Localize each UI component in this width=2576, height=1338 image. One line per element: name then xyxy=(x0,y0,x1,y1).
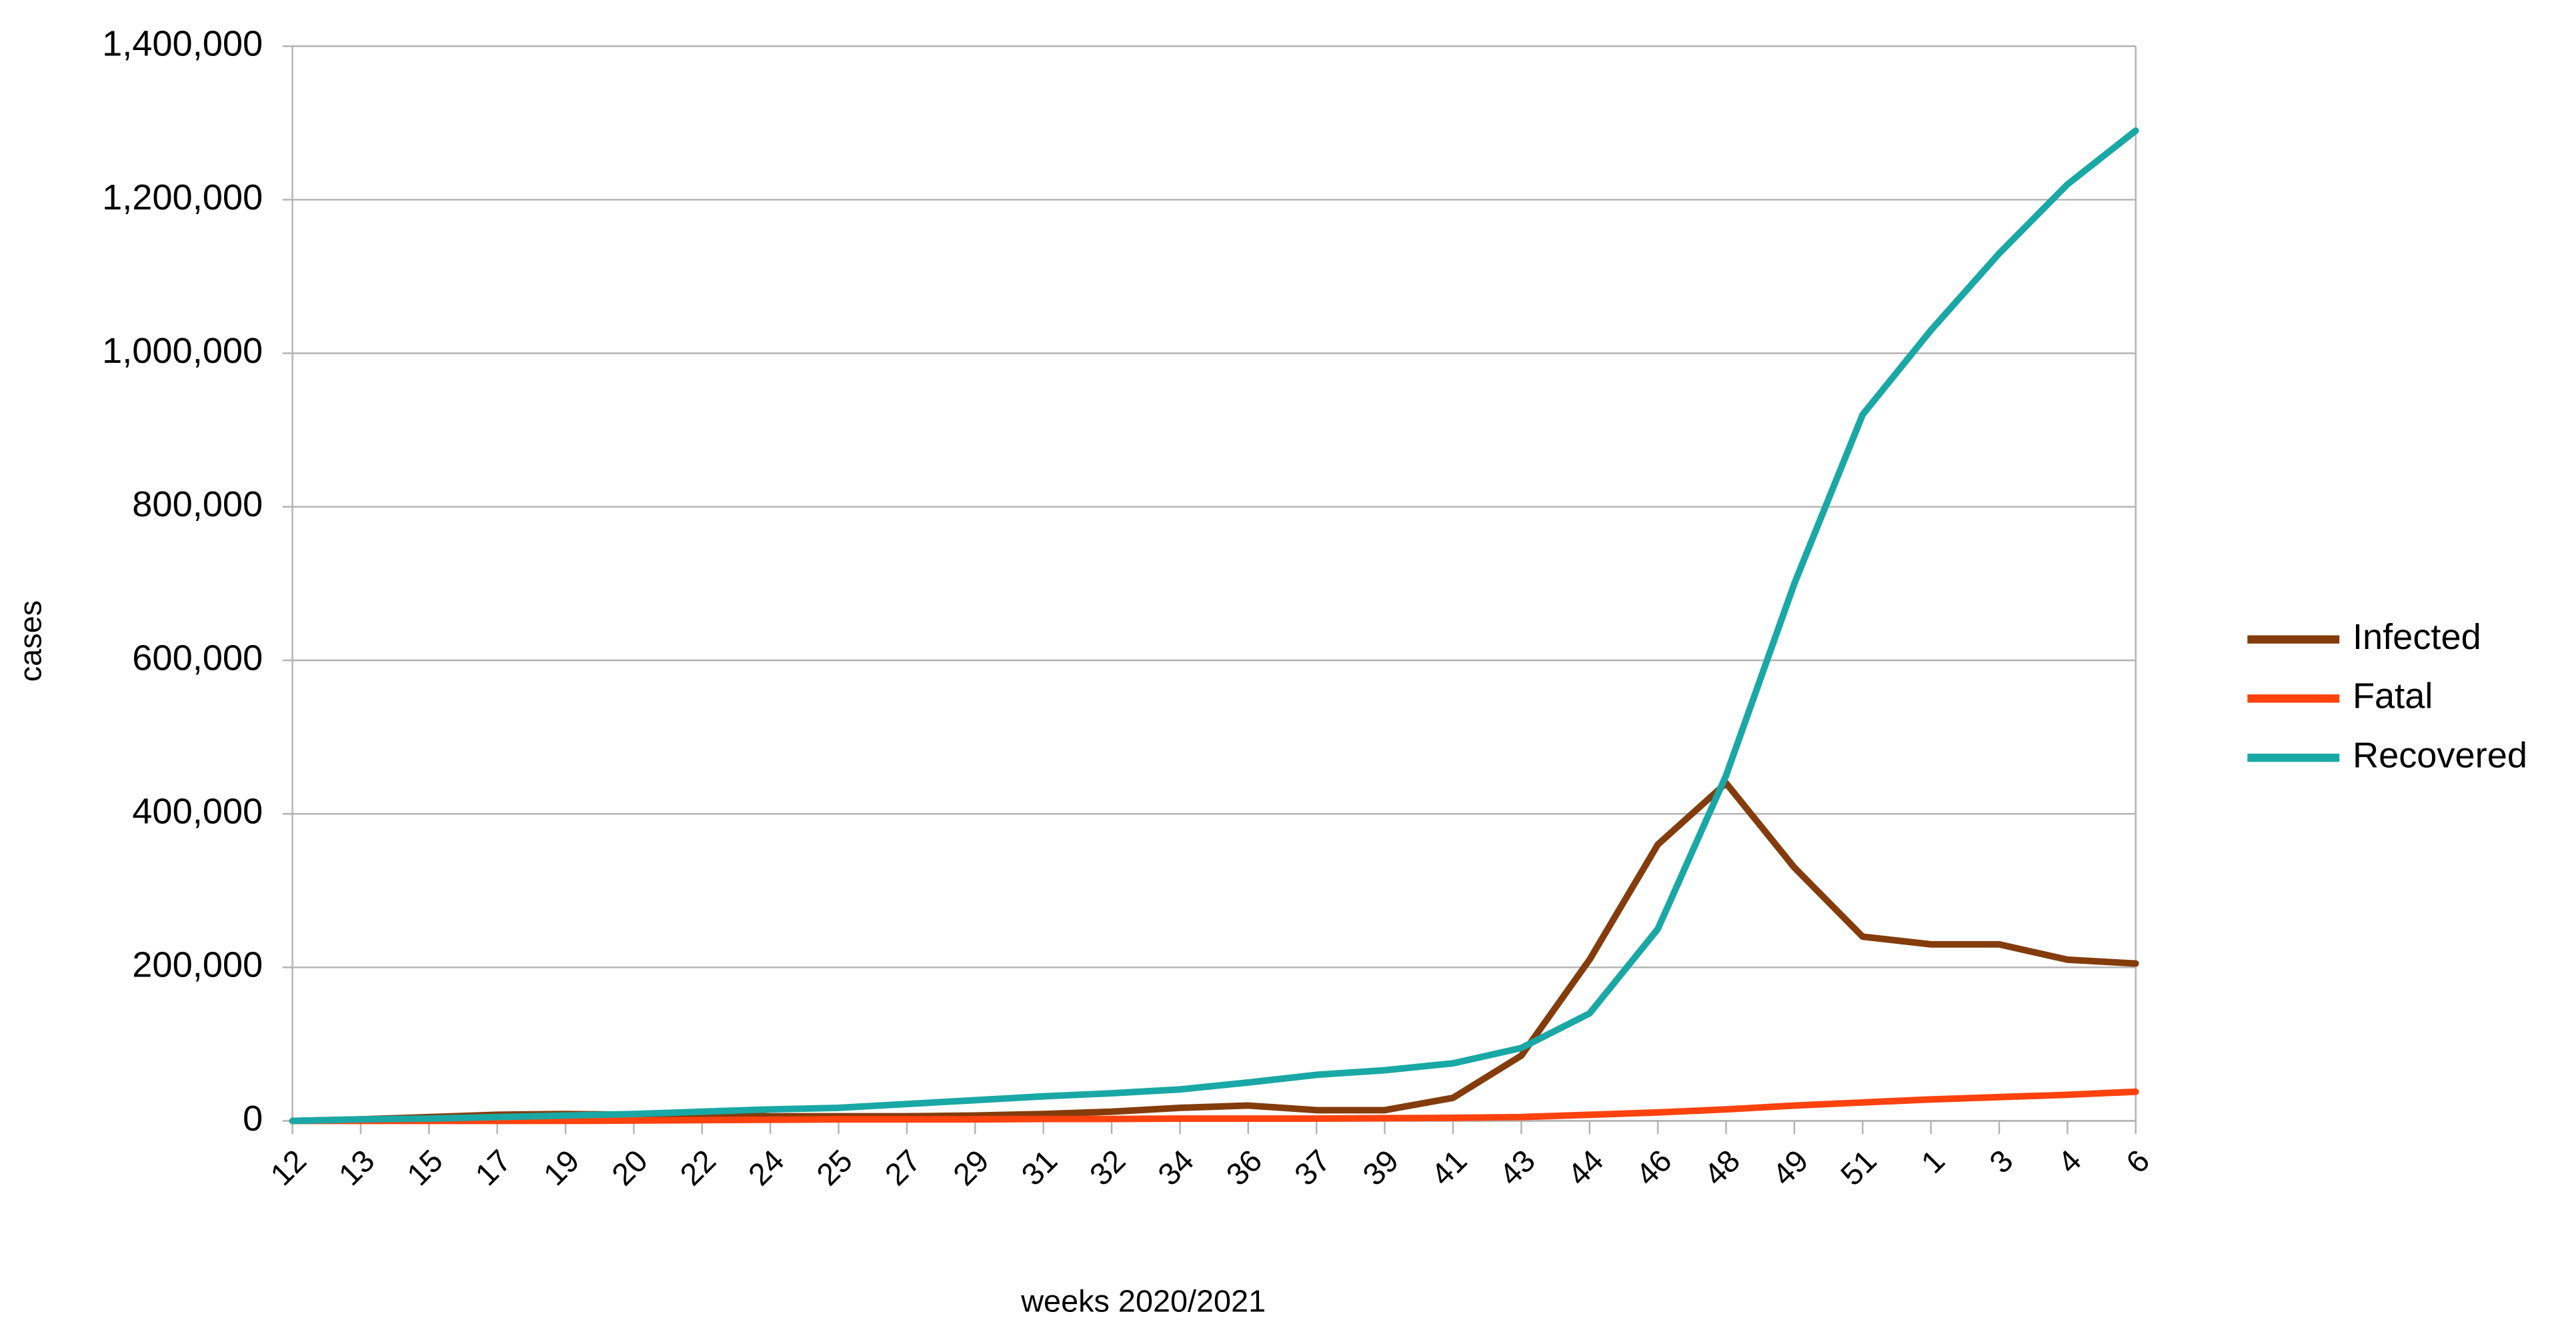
legend-label: Infected xyxy=(2353,617,2481,657)
x-tick-label: 43 xyxy=(1492,1143,1542,1193)
x-axis-title: weeks 2020/2021 xyxy=(1020,1283,1266,1318)
x-tick-label: 20 xyxy=(605,1143,654,1193)
x-tick-label: 32 xyxy=(1083,1143,1132,1193)
x-tick-label: 19 xyxy=(537,1143,586,1193)
x-tick-label: 6 xyxy=(2119,1143,2156,1180)
y-tick-label: 200,000 xyxy=(132,945,263,985)
x-tick-label: 39 xyxy=(1356,1143,1406,1193)
x-tick-label: 36 xyxy=(1220,1143,1269,1193)
x-tick-label: 29 xyxy=(946,1143,996,1193)
legend-label: Recovered xyxy=(2353,735,2527,775)
x-tick-label: 17 xyxy=(469,1143,518,1193)
y-axis-title: cases xyxy=(13,600,48,682)
x-tick-label: 15 xyxy=(400,1143,449,1193)
x-tick-label: 34 xyxy=(1151,1143,1200,1193)
x-tick-label: 27 xyxy=(878,1143,928,1193)
x-tick-label: 51 xyxy=(1834,1143,1883,1193)
y-tick-label: 0 xyxy=(243,1099,263,1139)
x-tick-label: 46 xyxy=(1629,1143,1678,1193)
y-tick-label: 1,200,000 xyxy=(102,177,263,217)
y-tick-label: 400,000 xyxy=(132,791,263,831)
y-tick-label: 600,000 xyxy=(132,638,263,678)
x-tick-label: 24 xyxy=(742,1143,791,1193)
x-tick-label: 13 xyxy=(332,1143,381,1193)
y-tick-label: 1,400,000 xyxy=(102,24,263,64)
x-tick-label: 12 xyxy=(264,1143,313,1193)
x-tick-label: 49 xyxy=(1766,1143,1815,1193)
x-tick-label: 48 xyxy=(1697,1143,1746,1193)
x-tick-label: 25 xyxy=(810,1143,860,1193)
y-tick-label: 800,000 xyxy=(132,484,263,524)
x-tick-label: 3 xyxy=(1983,1143,2019,1180)
x-tick-label: 37 xyxy=(1288,1143,1337,1193)
x-tick-label: 1 xyxy=(1914,1143,1951,1180)
series-line xyxy=(289,1088,2139,1125)
series-line xyxy=(289,127,2139,1125)
x-tick-label: 22 xyxy=(674,1143,723,1193)
x-tick-label: 4 xyxy=(2051,1143,2088,1180)
series-line xyxy=(289,780,2139,1125)
legend-label: Fatal xyxy=(2353,676,2433,716)
x-tick-label: 41 xyxy=(1424,1143,1474,1193)
x-tick-label: 31 xyxy=(1015,1143,1064,1193)
y-tick-label: 1,000,000 xyxy=(102,331,263,371)
x-tick-label: 44 xyxy=(1561,1143,1610,1193)
